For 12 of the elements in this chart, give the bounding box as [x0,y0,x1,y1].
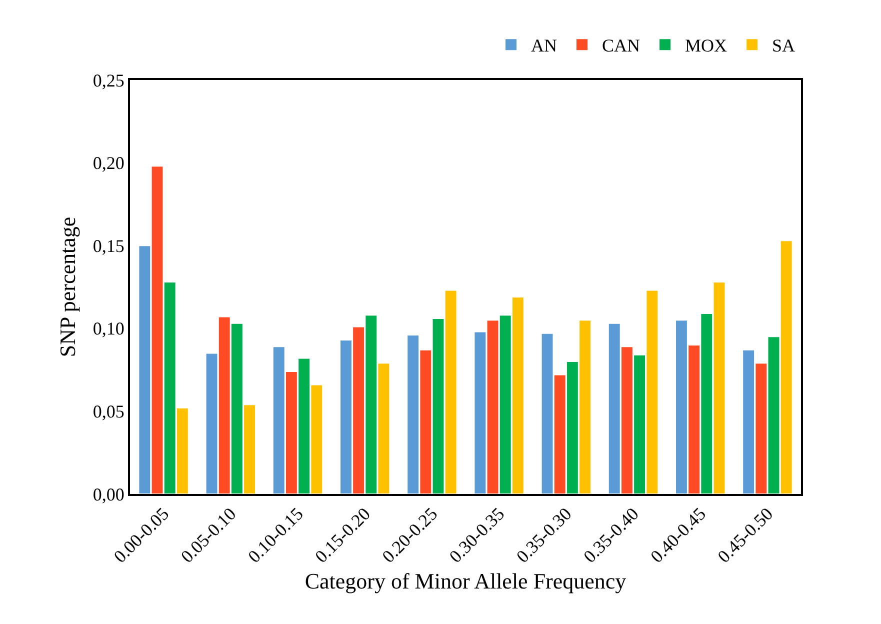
y-tick-label: 0,15 [92,236,124,256]
legend-label: AN [531,36,557,56]
legend-label: SA [772,36,796,56]
x-axis-title: Category of Minor Allele Frequency [304,568,626,594]
y-tick-label: 0,25 [92,70,124,90]
legend-label: CAN [602,36,640,56]
y-tick-label: 0,05 [92,402,124,422]
y-tick-label: 0,00 [92,484,124,504]
y-tick-label: 0,20 [92,153,124,174]
legend-label: MOX [685,36,728,56]
y-axis-title: SNP percentage [55,216,80,358]
y-tick-label: 0,10 [92,318,124,339]
